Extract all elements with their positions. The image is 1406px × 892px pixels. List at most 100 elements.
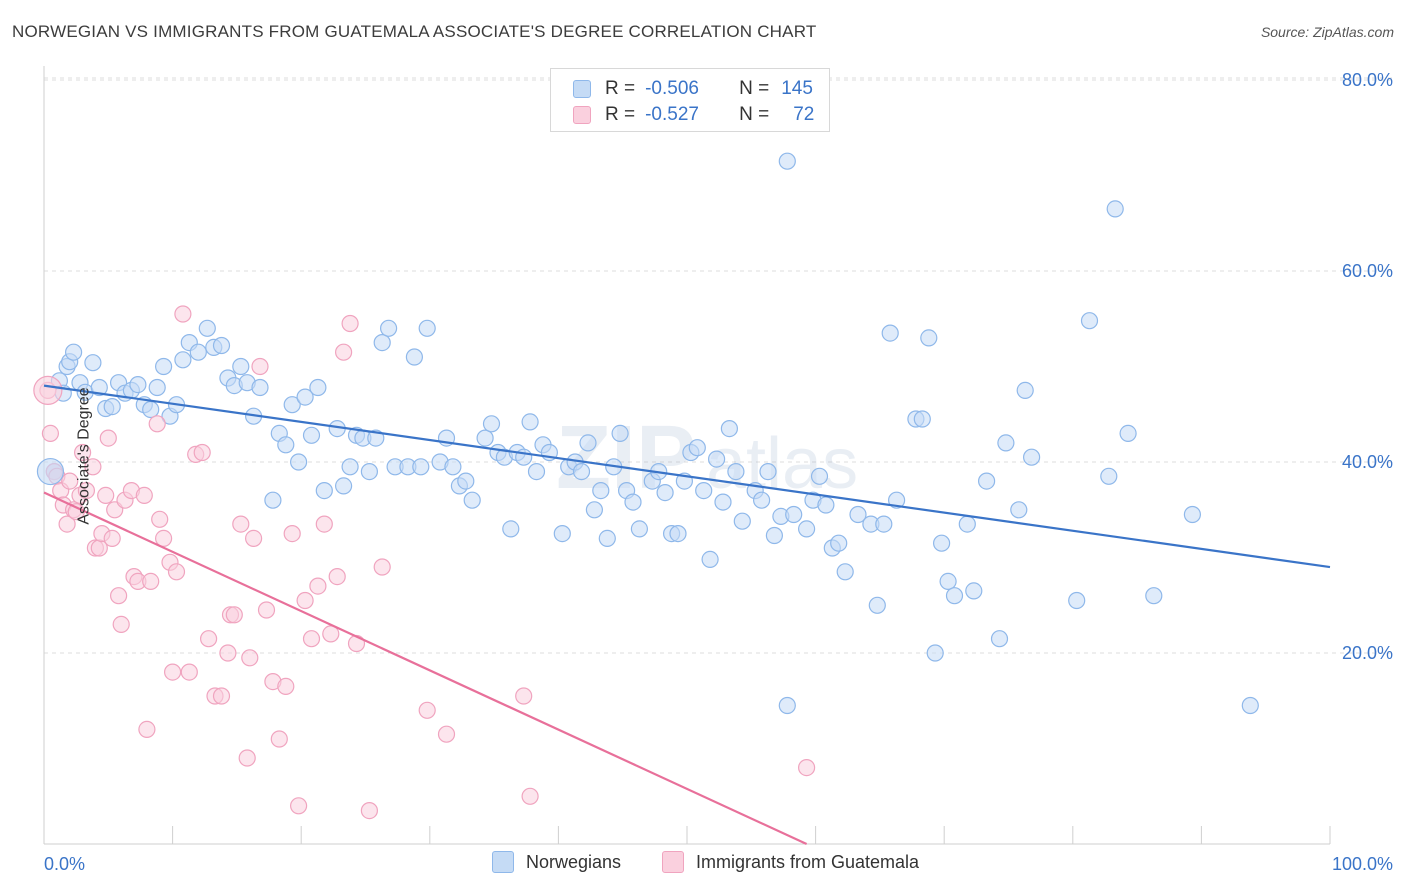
data-point bbox=[164, 663, 182, 681]
y-tick-label: 60.0% bbox=[1342, 261, 1393, 281]
data-point bbox=[656, 484, 674, 502]
data-point bbox=[714, 493, 732, 511]
stats-row-guatemala: R = -0.527 N = 72 bbox=[573, 103, 814, 127]
data-point bbox=[219, 644, 237, 662]
data-point bbox=[1241, 696, 1259, 715]
data-point bbox=[335, 343, 353, 361]
data-point bbox=[73, 443, 92, 462]
data-point bbox=[1100, 467, 1118, 485]
r-value: -0.527 bbox=[645, 104, 699, 125]
data-point bbox=[103, 529, 121, 548]
data-point bbox=[58, 515, 76, 533]
data-point bbox=[875, 515, 893, 533]
data-point bbox=[33, 375, 63, 405]
data-point bbox=[412, 458, 430, 476]
data-point bbox=[553, 524, 571, 543]
data-point bbox=[335, 477, 353, 495]
chart-source: Source: ZipAtlas.com bbox=[1260, 24, 1394, 40]
data-point bbox=[296, 388, 314, 406]
data-point bbox=[36, 457, 65, 486]
data-point bbox=[990, 630, 1009, 648]
data-point bbox=[669, 524, 687, 543]
data-point bbox=[939, 572, 957, 591]
stats-legend: R = -0.506 N = 145 R = -0.527 N = 72 bbox=[550, 68, 830, 132]
stats-row-norwegians: R = -0.506 N = 145 bbox=[573, 77, 813, 101]
data-point bbox=[174, 305, 192, 323]
data-point bbox=[1119, 424, 1137, 442]
data-point bbox=[630, 520, 649, 538]
data-point bbox=[257, 601, 276, 619]
data-point bbox=[476, 429, 494, 447]
data-point bbox=[138, 720, 156, 739]
data-point bbox=[283, 396, 301, 414]
data-point bbox=[142, 572, 160, 591]
trend-lines bbox=[43, 384, 1331, 845]
data-point bbox=[707, 450, 726, 468]
data-point bbox=[212, 687, 231, 705]
data-point bbox=[997, 434, 1015, 452]
data-point bbox=[225, 606, 243, 624]
data-point bbox=[830, 534, 848, 552]
n-value: 145 bbox=[781, 78, 813, 99]
data-point bbox=[315, 515, 333, 533]
data-point bbox=[515, 687, 533, 705]
data-point bbox=[283, 524, 301, 543]
data-point bbox=[129, 376, 147, 394]
data-point bbox=[84, 354, 102, 372]
data-point bbox=[277, 436, 295, 454]
data-point bbox=[290, 797, 308, 815]
data-point bbox=[264, 491, 282, 509]
data-point bbox=[887, 491, 906, 509]
legend-label: Norwegians bbox=[526, 851, 622, 872]
data-point bbox=[1183, 505, 1202, 524]
data-point bbox=[341, 458, 359, 476]
data-point bbox=[926, 644, 944, 662]
data-point bbox=[189, 343, 207, 361]
data-point bbox=[373, 558, 391, 576]
data-point bbox=[41, 424, 60, 442]
data-point bbox=[309, 577, 327, 595]
data-point bbox=[695, 482, 713, 500]
data-point bbox=[302, 630, 321, 648]
trend-line bbox=[43, 491, 808, 845]
data-point bbox=[367, 429, 385, 447]
data-point bbox=[90, 378, 108, 397]
r-label: R = bbox=[605, 104, 636, 125]
data-point bbox=[241, 649, 259, 667]
data-point bbox=[817, 496, 835, 514]
data-point bbox=[277, 677, 295, 696]
tick-labels: 20.0% 40.0% 60.0% 80.0% 0.0% 100.0% bbox=[44, 70, 1393, 874]
trend-line bbox=[43, 384, 1331, 569]
data-point bbox=[155, 357, 173, 376]
data-point bbox=[302, 426, 321, 444]
data-point bbox=[84, 458, 102, 476]
data-point bbox=[720, 420, 739, 438]
data-point bbox=[99, 429, 117, 447]
legend-label: Immigrants from Guatemala bbox=[696, 851, 920, 872]
data-point bbox=[785, 505, 803, 524]
data-point bbox=[315, 482, 333, 500]
data-point bbox=[77, 482, 96, 500]
data-point bbox=[109, 587, 128, 605]
data-point bbox=[482, 415, 501, 433]
data-point bbox=[1010, 501, 1028, 519]
data-point bbox=[502, 520, 520, 538]
y-tick-label: 40.0% bbox=[1342, 452, 1393, 472]
data-point bbox=[112, 615, 130, 634]
data-point bbox=[868, 596, 886, 614]
data-point bbox=[251, 378, 269, 397]
chart-title: NORWEGIAN VS IMMIGRANTS FROM GUATEMALA A… bbox=[12, 22, 817, 41]
data-point bbox=[64, 343, 83, 361]
data-point bbox=[174, 351, 192, 369]
legend-item-guatemala[interactable]: Immigrants from Guatemala bbox=[662, 851, 919, 873]
legend-item-norwegians[interactable]: Norwegians bbox=[492, 851, 621, 873]
data-point bbox=[527, 463, 546, 481]
data-point bbox=[193, 443, 211, 462]
data-point bbox=[444, 458, 462, 476]
data-point bbox=[1068, 591, 1086, 610]
data-point bbox=[624, 493, 642, 511]
data-point bbox=[759, 463, 777, 481]
data-point bbox=[418, 701, 436, 719]
data-point bbox=[778, 152, 796, 170]
